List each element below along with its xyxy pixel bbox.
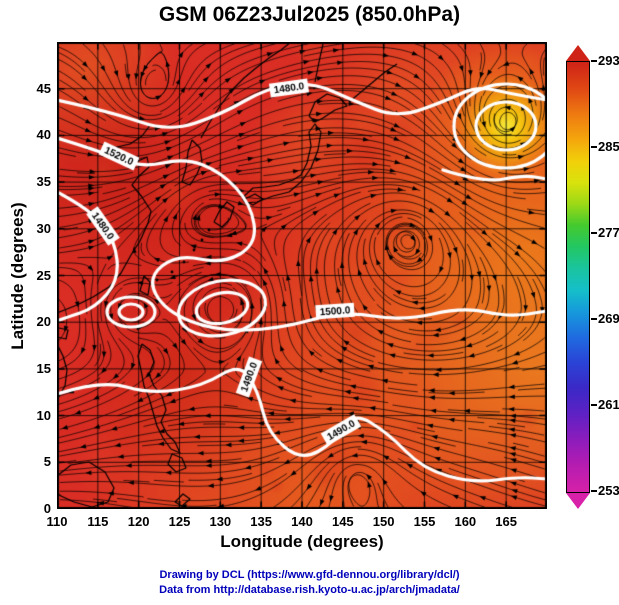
y-tick-label: 25 [36,267,51,283]
x-tick-label: 150 [372,514,395,529]
colorbar-bottom-arrow [566,493,590,509]
x-tick-label: 145 [331,514,354,529]
x-tick-label: 115 [87,514,109,529]
colorbar-tick-label: 261 [598,397,619,412]
y-tick-label: 35 [36,174,51,190]
x-tick-label: 130 [209,514,232,529]
x-tick-label: 120 [127,514,150,529]
colorbar-tick-label: 277 [598,225,619,240]
x-tick-label: 110 [46,514,68,529]
colorbar-tick [591,60,597,62]
y-tick-label: 40 [36,127,51,143]
weather-map-canvas [57,42,547,509]
colorbar-tick-label: 293 [598,53,619,68]
colorbar-tick [591,232,597,234]
colorbar-tick [591,318,597,320]
x-tick-label: 165 [495,514,517,529]
y-tick-label: 5 [43,454,51,470]
x-tick-label: 140 [291,514,313,529]
colorbar-top-arrow [566,45,590,61]
y-tick-label: 45 [36,80,51,96]
x-tick-label: 160 [454,514,477,529]
colorbar-tick [591,404,597,406]
x-axis-label: Longitude (degrees) [220,532,384,551]
credit-line-dcl: Drawing by DCL (https://www.gfd-dennou.o… [159,569,460,581]
plot-area [57,42,547,509]
x-tick-label: 135 [250,514,272,529]
x-tick-label: 155 [413,514,436,529]
y-tick-label: 20 [36,314,51,330]
colorbar-gradient [566,61,590,493]
colorbar-tick-label: 269 [598,311,619,326]
y-tick-label: 0 [43,501,51,516]
colorbar-tick-label: 253 [598,483,619,498]
y-tick-label: 15 [36,360,51,376]
x-tick-label: 125 [168,514,191,529]
credit-line-data: Data from http://database.rish.kyoto-u.a… [159,584,460,596]
colorbar-tick [591,490,597,492]
colorbar [566,45,590,509]
colorbar-tick-label: 285 [598,139,619,154]
colorbar-tick [591,146,597,148]
y-tick-label: 10 [36,407,51,423]
y-tick-label: 30 [36,220,51,236]
figure-title: GSM 06Z23Jul2025 (850.0hPa) [158,3,461,26]
